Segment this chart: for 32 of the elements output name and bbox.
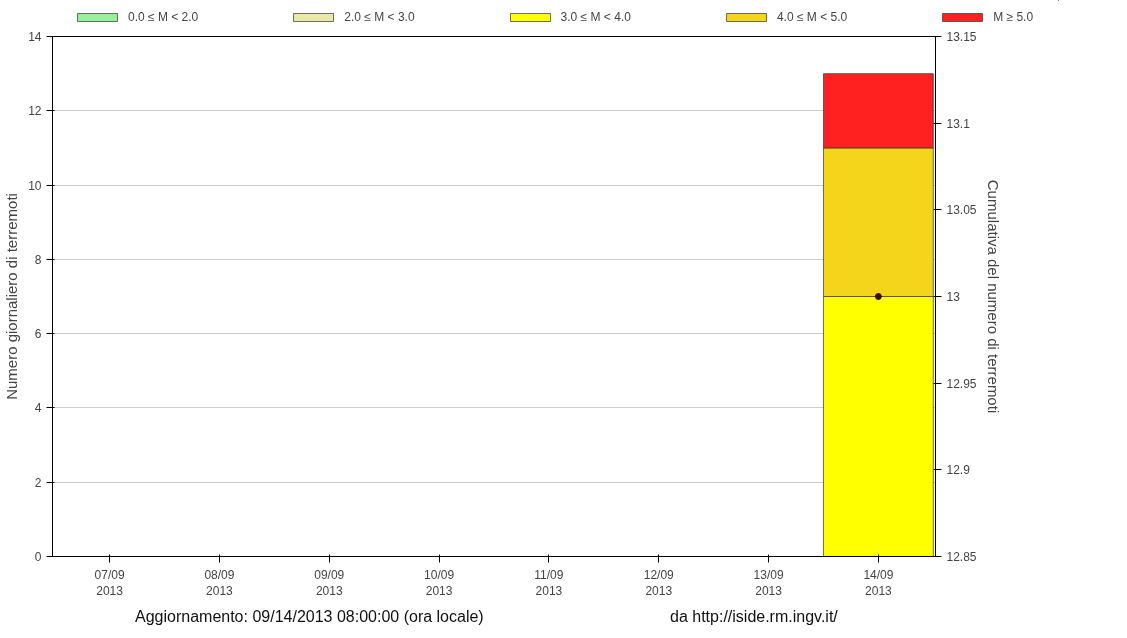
- y2-tick-label: 13.15: [946, 30, 977, 44]
- legend-label: 2.0 ≤ M < 3.0: [344, 10, 415, 24]
- y-tick-label: 12: [28, 104, 42, 119]
- text: da http://iside.rm.ingv.it/: [670, 607, 838, 627]
- legend-label: 4.0 ≤ M < 5.0: [776, 10, 848, 24]
- x-tick-label: 07/09 2013: [94, 567, 125, 599]
- y-tick-label: 6: [34, 327, 42, 342]
- text: Aggiornamento: 09/14/2013 08:00:00 (ora locale): [135, 607, 484, 627]
- legend-label: M ≥ 5.0: [993, 10, 1034, 24]
- y-axis-title: Numero giornaliero di terremoti: [3, 193, 21, 400]
- y2-tick-label: 13: [946, 290, 961, 304]
- x-tick-label: 11/09 2013: [534, 567, 564, 599]
- y2-tick-label: 12.85: [946, 550, 977, 564]
- y-tick-label: 10: [28, 178, 42, 193]
- x-tick-label: 08/09 2013: [204, 567, 235, 599]
- x-tick-label: 10/09 2013: [424, 567, 455, 599]
- x-tick-label: 13/09 2013: [753, 567, 784, 599]
- x-tick-label: 09/09 2013: [314, 567, 345, 599]
- y-tick-label: 14: [28, 30, 42, 44]
- x-tick-label: 12/09 2013: [643, 567, 675, 599]
- y2-tick-label: 13.1: [946, 116, 971, 131]
- y-tick-label: 4: [34, 401, 42, 416]
- legend-label: 0.0 ≤ M < 2.0: [128, 10, 199, 24]
- y-tick-label: 8: [34, 252, 42, 267]
- y-tick-label: 0: [34, 550, 42, 564]
- x-tick-label: 14/09 2013: [863, 567, 894, 599]
- y2-tick-label: 13.05: [946, 203, 977, 218]
- y-tick-label: 2: [34, 475, 42, 490]
- legend-label: 3.0 ≤ M < 4.0: [560, 10, 631, 24]
- y2-axis-title: Cumulativa del numero di terremoti: [984, 179, 1002, 414]
- y2-tick-label: 12.95: [946, 376, 977, 391]
- y2-tick-label: 12.9: [946, 463, 971, 478]
